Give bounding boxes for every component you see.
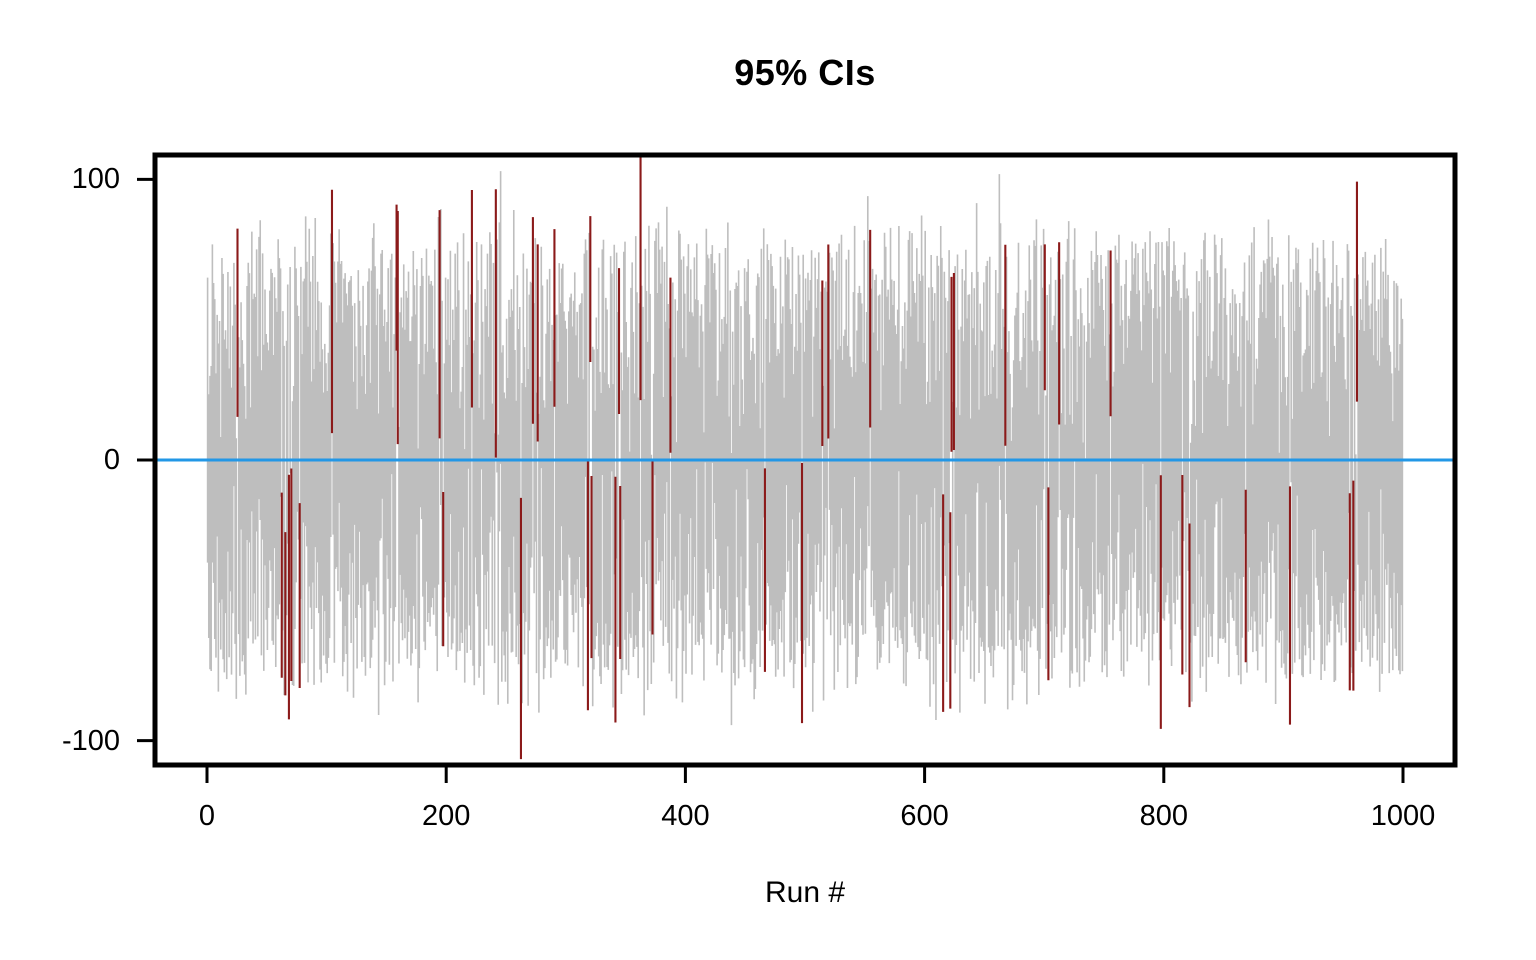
y-tick-label-neg100: -100	[61, 724, 120, 757]
x-axis-title: Run #	[764, 876, 846, 909]
x-tick-label-1000: 1000	[1370, 800, 1436, 832]
x-tick-label-800: 800	[1139, 800, 1188, 832]
x-tick-label-600: 600	[900, 800, 949, 832]
x-tick-label-200: 200	[421, 800, 471, 832]
y-tick-label-0: 0	[103, 444, 120, 476]
tick-marks	[137, 177, 1405, 783]
ci-segments	[206, 155, 1404, 760]
plot-title: 95% CIs	[734, 52, 876, 93]
x-tick-label-400: 400	[661, 800, 710, 832]
x-tick-label-0: 0	[198, 800, 216, 832]
y-tick-label-100: 100	[71, 163, 120, 196]
